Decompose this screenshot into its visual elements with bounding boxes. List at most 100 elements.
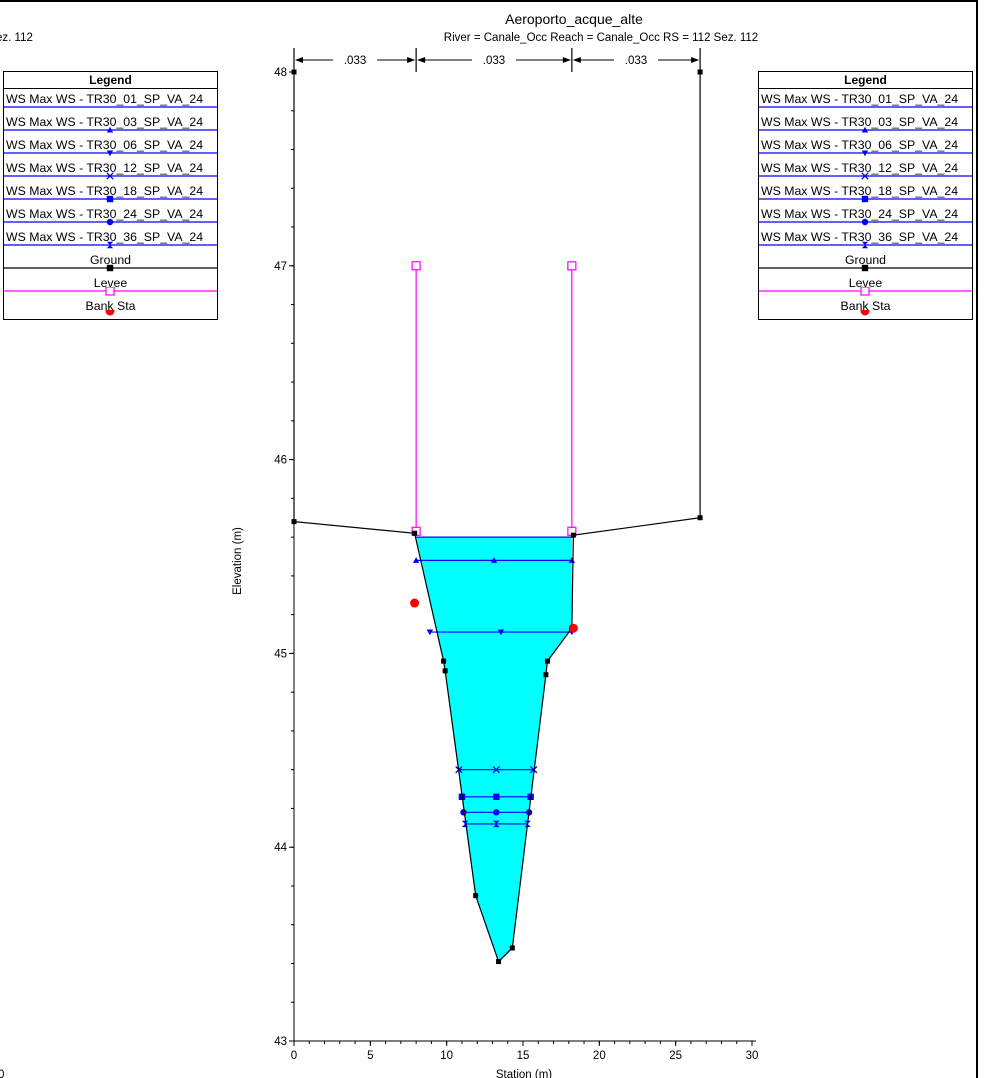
- legend-swatch-marker-shape: [105, 310, 115, 316]
- ground-point-6: [473, 893, 479, 899]
- ws-marker-left-shape: [412, 557, 420, 563]
- legend-item-label: WS Max WS - TR30_01_SP_VA_24: [761, 92, 959, 106]
- legend-swatch-marker: [106, 264, 114, 272]
- legend-item: WS Max WS - TR30_18_SP_VA_24: [759, 181, 972, 204]
- legend-title: Legend: [4, 72, 217, 89]
- legend-swatch-marker: [106, 241, 114, 249]
- legend-swatch-marker: [106, 195, 114, 203]
- ground-point-8: [509, 945, 515, 951]
- legend-item-swatch: [105, 310, 115, 316]
- legend-item: Ground: [759, 250, 972, 273]
- y-tick-label: 46: [274, 455, 287, 467]
- legend-swatch-marker: [105, 310, 115, 316]
- ws-marker-mid: [492, 766, 500, 774]
- legend-item: WS Max WS - TR30_36_SP_VA_24: [759, 227, 972, 250]
- legend-item-swatch: [4, 195, 217, 203]
- n-arrowhead-left: [417, 57, 426, 63]
- legend-swatch-marker: [860, 287, 870, 296]
- clipped-left-tick-label: 0: [0, 1069, 4, 1078]
- legend-item-swatch: [759, 287, 972, 296]
- clipped-left-subtitle: ez. 112: [0, 32, 33, 44]
- ws-marker-mid: [497, 629, 505, 636]
- legend-left: Legend WS Max WS - TR30_01_SP_VA_24 WS Ma…: [3, 71, 218, 320]
- legend-swatch-marker-shape: [861, 241, 869, 249]
- ws-marker-mid-shape: [490, 557, 498, 563]
- legend-swatch-marker: [106, 172, 114, 180]
- legend-swatch-marker-shape: [860, 287, 870, 296]
- legend-item-label: WS Max WS - TR30_06_SP_VA_24: [6, 138, 204, 152]
- x-tick-label: 25: [669, 1050, 682, 1062]
- legend-swatch-marker-stroke-b: [861, 172, 869, 180]
- legend-swatch-marker: [106, 126, 114, 133]
- x-tick-label: 0: [291, 1050, 297, 1062]
- legend-item: Bank Sta: [759, 296, 972, 319]
- legend-item-swatch: [759, 150, 972, 157]
- legend-item: Ground: [4, 250, 217, 273]
- y-tick-label: 44: [274, 842, 287, 854]
- legend-swatch-marker-shape: [860, 310, 870, 316]
- legend-item-label: Ground: [844, 253, 887, 267]
- legend-item: WS Max WS - TR30_01_SP_VA_24: [4, 89, 217, 112]
- legend-item-swatch: [4, 126, 217, 133]
- legend-item-label: WS Max WS - TR30_36_SP_VA_24: [6, 230, 204, 244]
- legend-item-label: WS Max WS - TR30_36_SP_VA_24: [761, 230, 959, 244]
- axes-layer: 43 44 45 46 47 48 0 5 10 15 20 25 30: [274, 48, 758, 1062]
- legend-item-swatch: [759, 241, 972, 249]
- legend-item: Bank Sta: [4, 296, 217, 319]
- chart-subtitle: River = Canale_Occ Reach = Canale_Occ RS…: [444, 32, 758, 44]
- y-tick-label: 47: [274, 261, 287, 273]
- legend-item-swatch: [860, 310, 870, 316]
- legend-swatch-marker-shape: [106, 218, 114, 226]
- ground-point-5: [442, 668, 448, 674]
- x-axis-label: Station (m): [496, 1069, 552, 1078]
- levee-top-marker-shape: [567, 261, 577, 271]
- legend-item-label: Bank Sta: [85, 299, 136, 313]
- x-tick-label: 30: [746, 1050, 759, 1062]
- n-arrowhead-right: [562, 57, 571, 63]
- legend-swatch-marker: [861, 195, 869, 203]
- ground-point-7: [496, 959, 502, 965]
- ground-point-4: [441, 658, 447, 664]
- n-value-label: .033: [344, 55, 366, 67]
- legend-items: WS Max WS - TR30_01_SP_VA_24 WS Max WS - …: [4, 89, 217, 319]
- legend-item: WS Max WS - TR30_18_SP_VA_24: [4, 181, 217, 204]
- legend-item-swatch: [4, 264, 217, 272]
- legend-item: WS Max WS - TR30_03_SP_VA_24: [759, 112, 972, 135]
- legend-item: WS Max WS - TR30_12_SP_VA_24: [4, 158, 217, 181]
- levee-top-marker: [411, 261, 421, 271]
- ground-point-13: [697, 515, 703, 521]
- legend-swatch-marker-shape: [861, 218, 869, 226]
- legend-item: WS Max WS - TR30_06_SP_VA_24: [4, 135, 217, 158]
- legend-swatch-marker: [861, 126, 869, 133]
- x-tick-label: 15: [517, 1050, 530, 1062]
- levee-top-marker-shape: [411, 261, 421, 271]
- y-axis-label: Elevation (m): [232, 527, 244, 595]
- levee-layer: [411, 261, 577, 536]
- ground-point-12: [570, 532, 576, 538]
- legend-swatch-marker: [105, 287, 115, 296]
- legend-item: WS Max WS - TR30_24_SP_VA_24: [759, 204, 972, 227]
- ws-marker-mid-shape: [493, 820, 500, 828]
- n-segment-1: .033: [295, 55, 416, 67]
- ws-marker-left: [426, 629, 434, 636]
- legend-item: WS Max WS - TR30_36_SP_VA_24: [4, 227, 217, 250]
- legend-swatch-marker: [860, 310, 870, 316]
- ws-marker-left-shape: [426, 629, 434, 636]
- chart-title: Aeroporto_acque_alte: [505, 11, 643, 27]
- legend-items: WS Max WS - TR30_01_SP_VA_24 WS Max WS - …: [759, 89, 972, 319]
- water-area: [416, 537, 572, 962]
- ground-point-10: [544, 658, 550, 664]
- n-value-label: .033: [625, 55, 647, 67]
- legend-swatch-marker-shape: [106, 126, 114, 133]
- legend-swatch-marker: [861, 218, 869, 226]
- legend-swatch-marker-shape: [106, 264, 114, 272]
- ws-marker-mid: [493, 820, 500, 828]
- legend-item-swatch: [4, 172, 217, 180]
- legend-swatch-marker-shape: [105, 287, 115, 296]
- legend-item-label: WS Max WS - TR30_12_SP_VA_24: [6, 161, 204, 175]
- legend-item-swatch: [759, 126, 972, 133]
- levee-top-marker: [567, 261, 577, 271]
- ws-marker-mid-shape: [497, 629, 505, 636]
- legend-swatch-marker: [861, 172, 869, 180]
